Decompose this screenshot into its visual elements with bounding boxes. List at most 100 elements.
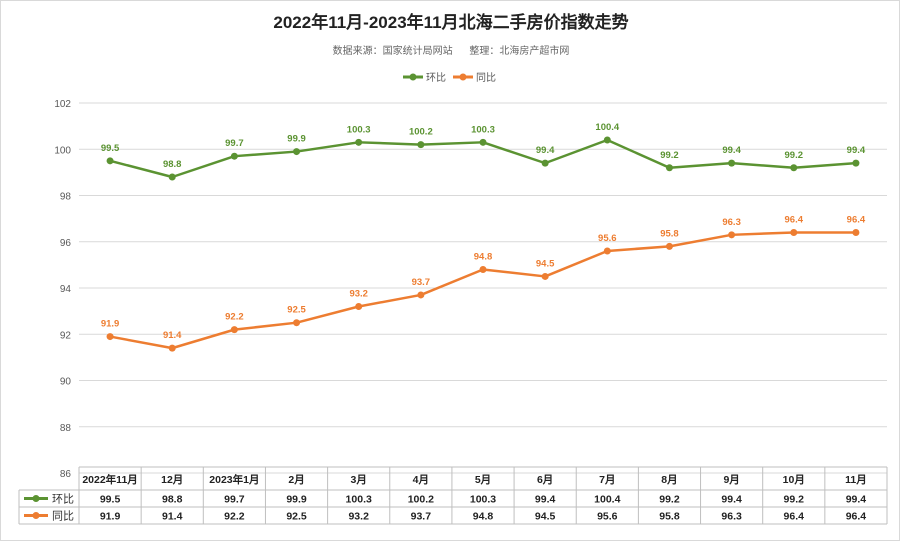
y-tick-label: 86: [60, 469, 72, 480]
data-label: 98.8: [163, 159, 182, 170]
table-cell: 93.7: [411, 511, 432, 523]
data-label: 92.2: [225, 312, 244, 323]
data-point: [479, 138, 487, 146]
table-cell: 99.5: [100, 494, 121, 506]
data-point: [790, 229, 798, 236]
data-point: [106, 333, 114, 341]
x-tick-label: 2023年1月: [209, 473, 259, 486]
data-point: [790, 164, 798, 172]
x-tick-label: 5月: [475, 474, 491, 486]
table-cell: 100.3: [470, 494, 496, 506]
table-cell: 94.8: [473, 511, 494, 523]
y-tick-label: 100: [54, 145, 71, 156]
data-point: [541, 159, 549, 167]
x-tick-label: 2月: [288, 474, 304, 486]
data-point: [417, 141, 425, 149]
table-row-label: 环比: [52, 493, 74, 506]
table-cell: 91.9: [100, 511, 121, 523]
x-tick-label: 4月: [413, 474, 429, 486]
data-label: 91.4: [163, 330, 182, 341]
y-tick-label: 90: [60, 377, 72, 388]
table-cell: 99.7: [224, 494, 245, 506]
data-label: 91.9: [101, 319, 120, 330]
data-point: [852, 229, 860, 236]
table-cell: 93.2: [348, 511, 369, 523]
data-label: 96.3: [722, 217, 741, 228]
x-tick-label: 7月: [599, 474, 615, 486]
data-point: [417, 291, 425, 299]
table-legend-marker-1: [32, 512, 40, 519]
table-cell: 99.2: [784, 494, 805, 506]
y-tick-label: 96: [60, 238, 72, 249]
data-label: 99.4: [847, 145, 866, 156]
table-cell: 98.8: [162, 494, 183, 506]
data-label: 93.7: [412, 277, 431, 288]
y-tick-label: 88: [60, 423, 72, 434]
table-cell: 95.8: [659, 511, 680, 523]
table-cell: 99.4: [721, 494, 742, 506]
table-cell: 92.5: [286, 511, 307, 523]
data-label: 95.6: [598, 233, 617, 244]
legend-label: 环比: [426, 72, 446, 84]
data-label: 99.7: [225, 138, 244, 149]
table-cell: 100.4: [594, 494, 620, 506]
table-cell: 99.2: [659, 494, 680, 506]
x-tick-label: 2022年11月: [82, 473, 137, 486]
data-label: 94.8: [474, 252, 493, 263]
data-point: [293, 319, 301, 327]
x-tick-label: 3月: [351, 474, 367, 486]
data-point: [728, 231, 736, 239]
table-row-label: 同比: [52, 510, 74, 523]
gridlines: [79, 102, 887, 474]
chart-title: 2022年11月-2023年11月北海二手房价指数走势: [273, 12, 628, 32]
data-point: [541, 272, 549, 280]
legend: 环比 同比: [403, 72, 496, 84]
y-tick-label: 98: [60, 192, 72, 203]
chart-subtitle: 数据来源：国家统计局网站 整理：北海房产超市网: [333, 44, 570, 57]
table-cell: 96.4: [784, 511, 805, 523]
data-point: [665, 242, 673, 250]
data-label: 99.5: [101, 143, 120, 154]
data-label: 99.9: [287, 134, 306, 145]
table-cell: 91.4: [162, 511, 183, 523]
y-axis: 86 88 90 92 94 96 98 100 102: [54, 99, 71, 480]
x-tick-label: 11月: [845, 474, 867, 486]
data-point: [230, 152, 238, 160]
table-cell: 99.4: [846, 494, 867, 506]
data-point: [852, 159, 860, 167]
data-point: [168, 173, 176, 181]
data-label: 99.2: [785, 150, 804, 161]
data-point: [355, 138, 363, 146]
table-cell: 96.3: [721, 511, 742, 523]
legend-label: 同比: [476, 72, 496, 84]
y-tick-label: 92: [60, 330, 72, 341]
data-label: 100.3: [471, 124, 495, 135]
x-tick-label: 9月: [723, 474, 739, 486]
data-label: 99.4: [722, 145, 741, 156]
data-label: 93.2: [349, 289, 368, 300]
table-cell: 94.5: [535, 511, 556, 523]
data-label: 96.4: [785, 215, 804, 226]
x-tick-label: 10月: [783, 474, 805, 486]
table-cell: 99.9: [286, 494, 307, 506]
series-line-1: [109, 231, 856, 350]
table-cell: 99.4: [535, 494, 556, 506]
legend-marker-1: [459, 73, 467, 81]
data-point: [728, 159, 736, 167]
x-tick-label: 6月: [537, 474, 553, 486]
data-point: [106, 157, 114, 165]
data-point: [479, 266, 487, 273]
data-point: [293, 148, 301, 156]
table-cell: 100.3: [346, 494, 372, 506]
y-tick-label: 102: [54, 99, 71, 110]
series-group: 99.5 98.8 99.7 99.9 100.3 100.2 100.3 99.4 100.4…: [101, 122, 866, 352]
data-point: [665, 164, 673, 172]
x-tick-label: 8月: [661, 474, 677, 486]
data-label: 100.4: [595, 122, 619, 133]
data-label: 100.3: [347, 124, 371, 135]
data-label: 100.2: [409, 127, 433, 138]
data-label: 96.4: [847, 215, 866, 226]
data-label: 99.4: [536, 145, 555, 156]
data-point: [168, 344, 176, 352]
